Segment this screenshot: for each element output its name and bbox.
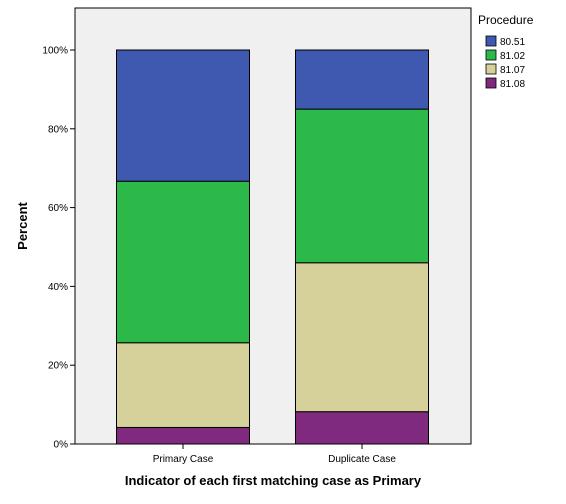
legend-swatch: [485, 35, 497, 47]
bar-segment-81-07: [116, 342, 250, 428]
legend-label: 81.02: [500, 51, 525, 62]
y-tick-label: 100%: [42, 46, 68, 57]
legend-swatch: [485, 63, 497, 75]
legend-label: 81.07: [500, 65, 525, 76]
bar-segment-80-51: [295, 49, 429, 110]
bars: [116, 49, 429, 445]
x-tick-label: Primary Case: [153, 454, 214, 465]
y-axis-title: Percent: [15, 201, 30, 249]
bar-segment-81-07: [295, 262, 429, 413]
legend-label: 81.08: [500, 79, 525, 90]
y-axis: 0% 20% 40% 60% 80% 100%: [42, 46, 75, 451]
legend-swatch: [485, 77, 497, 89]
legend-swatch: [485, 49, 497, 61]
bar-segment-80-51: [116, 49, 250, 182]
x-axis-title: Indicator of each first matching case as…: [125, 473, 422, 488]
y-tick-label: 20%: [48, 361, 68, 372]
y-tick-label: 40%: [48, 282, 68, 293]
y-tick-label: 0%: [54, 440, 69, 451]
bar-segment-81-08: [116, 426, 250, 445]
x-tick-label: Duplicate Case: [328, 454, 396, 465]
x-axis: Primary Case Duplicate Case: [153, 444, 396, 465]
y-tick-label: 60%: [48, 203, 68, 214]
legend: Procedure 80.51 81.02 81.07 81.08: [478, 13, 534, 90]
bar-segment-81-02: [295, 108, 429, 264]
bar-segment-81-08: [295, 411, 429, 445]
legend-title: Procedure: [478, 13, 534, 27]
y-tick-label: 80%: [48, 124, 68, 135]
bar-segment-81-02: [116, 180, 250, 344]
legend-label: 80.51: [500, 37, 525, 48]
